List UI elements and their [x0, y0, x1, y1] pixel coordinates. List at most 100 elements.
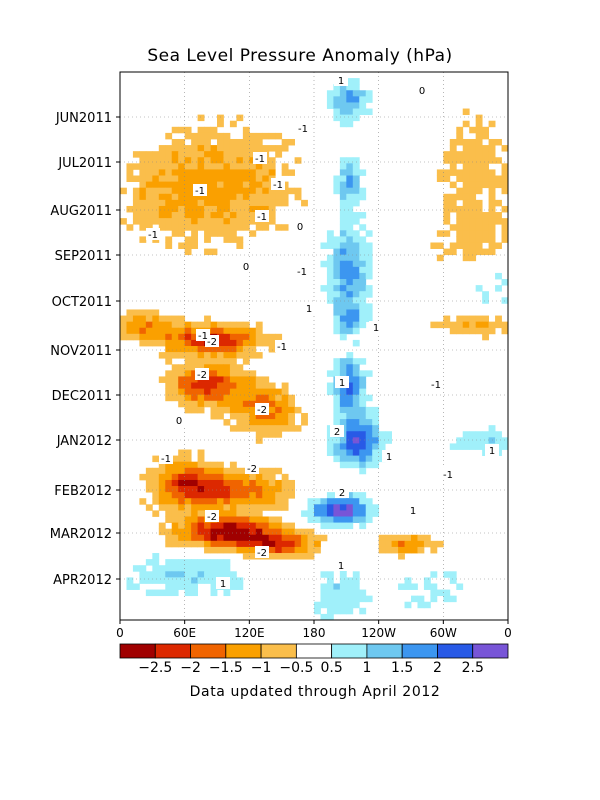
anomaly-cell [197, 212, 205, 219]
anomaly-cell [326, 388, 334, 396]
anomaly-cell [217, 163, 224, 170]
anomaly-cell [210, 132, 218, 140]
x-tick-label: 60W [430, 626, 457, 640]
anomaly-cell [242, 151, 250, 158]
anomaly-cell [171, 504, 179, 511]
anomaly-cell [430, 540, 438, 548]
anomaly-cell [339, 437, 347, 444]
contour-label-bg [275, 340, 289, 352]
anomaly-cell [229, 516, 237, 523]
anomaly-cell [120, 187, 127, 195]
anomaly-cell [249, 352, 257, 359]
anomaly-cell [339, 498, 347, 505]
anomaly-cell [210, 492, 218, 499]
anomaly-cell [262, 467, 270, 475]
anomaly-cell [229, 120, 237, 128]
anomaly-cell [204, 321, 211, 329]
anomaly-cell [365, 425, 373, 432]
anomaly-cell [184, 218, 192, 225]
anomaly-cell [139, 236, 147, 243]
anomaly-cell [139, 163, 147, 170]
anomaly-cell [352, 364, 360, 371]
anomaly-cell [365, 437, 373, 444]
anomaly-cell [236, 199, 244, 207]
anomaly-cell [236, 370, 244, 377]
anomaly-cell [456, 224, 464, 231]
anomaly-cell [320, 510, 328, 517]
anomaly-cell [275, 431, 283, 438]
contour-label: -1 [273, 180, 283, 191]
anomaly-cell [145, 467, 153, 475]
anomaly-cell [184, 224, 192, 231]
anomaly-cell [352, 370, 360, 377]
anomaly-cell [171, 516, 179, 523]
anomaly-cell [152, 157, 160, 164]
anomaly-cell [333, 187, 341, 195]
anomaly-cell [391, 534, 399, 542]
anomaly-cell [359, 437, 367, 444]
anomaly-cell [352, 102, 360, 109]
anomaly-cell [191, 163, 198, 170]
anomaly-cell [346, 108, 354, 116]
anomaly-cell [352, 218, 360, 225]
contour-label-bg [255, 403, 269, 415]
anomaly-cell [178, 559, 186, 566]
anomaly-cell [120, 315, 127, 323]
contour-label-bg [271, 178, 285, 190]
anomaly-cell [262, 169, 270, 176]
anomaly-cell [469, 175, 477, 182]
contour-label-bg [193, 184, 207, 196]
anomaly-cell [171, 376, 179, 383]
anomaly-cell [184, 449, 192, 456]
anomaly-cell [333, 236, 341, 243]
anomaly-cell [249, 394, 257, 402]
anomaly-cell [184, 327, 192, 335]
anomaly-cell [210, 151, 218, 158]
anomaly-cell [171, 181, 179, 189]
anomaly-cell [262, 473, 270, 481]
anomaly-cell [236, 522, 244, 530]
anomaly-cell [488, 138, 496, 146]
anomaly-cell [217, 327, 224, 335]
anomaly-cell [352, 388, 360, 396]
anomaly-cell [268, 346, 276, 353]
anomaly-cell [236, 236, 244, 243]
anomaly-cell [236, 425, 244, 432]
anomaly-cell [236, 205, 244, 213]
anomaly-cell [171, 565, 179, 572]
anomaly-cell [242, 212, 250, 219]
anomaly-cell [359, 187, 367, 195]
anomaly-cell [488, 175, 496, 182]
anomaly-cell [171, 571, 179, 578]
anomaly-cell [281, 163, 289, 170]
anomaly-cell [242, 352, 250, 359]
anomaly-cell [339, 266, 347, 274]
anomaly-cell [145, 181, 153, 189]
anomaly-cell [352, 266, 360, 274]
anomaly-cell [126, 205, 134, 213]
anomaly-cell [288, 406, 295, 414]
anomaly-cell [262, 193, 270, 201]
anomaly-cell [217, 388, 224, 396]
anomaly-cell [229, 382, 237, 390]
anomaly-cell [314, 607, 321, 615]
anomaly-cell [268, 534, 276, 542]
anomaly-cell [152, 498, 160, 505]
anomaly-cell [359, 607, 367, 615]
anomaly-cell [501, 230, 508, 237]
anomaly-cell [294, 534, 302, 542]
anomaly-cell [178, 571, 186, 578]
anomaly-cell [178, 540, 186, 548]
anomaly-cell [145, 571, 153, 578]
anomaly-cell [320, 522, 328, 530]
colorbar-swatch [331, 643, 368, 659]
anomaly-cell [352, 157, 360, 164]
anomaly-cell [165, 175, 173, 182]
contour-label-bg [255, 546, 269, 558]
contour-label: -2 [257, 405, 267, 416]
anomaly-cell [404, 583, 412, 590]
anomaly-cell [178, 400, 186, 408]
anomaly-cell [365, 285, 373, 292]
anomaly-cell [352, 498, 360, 505]
anomaly-cell [268, 412, 276, 420]
